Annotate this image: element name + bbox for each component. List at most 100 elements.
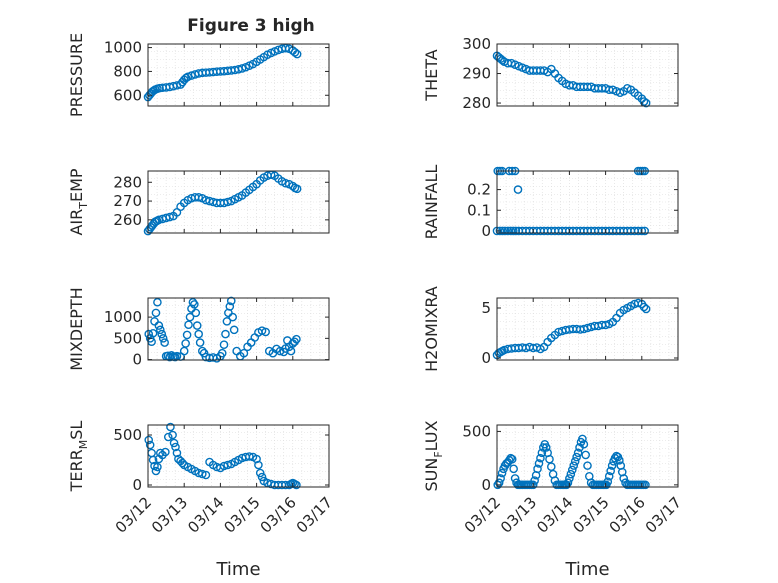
data-point-sun-flux [507,454,517,464]
data-point-sun-flux [528,480,538,490]
data-point-sun-flux [606,466,615,476]
data-point-sun-flux [567,465,577,475]
data-point-rainfall [506,226,516,236]
data-point-air-temp [223,197,232,207]
data-point-mixdepth [158,334,168,343]
y-tick-label: 1000 [104,308,142,326]
ylabel-part: SUN [422,458,441,492]
data-point-h2omixra [633,298,643,308]
data-point-pressure [281,43,290,53]
axes-box-sun-flux [496,424,679,488]
data-point-terr-msl [144,435,154,445]
data-point-sun-flux [565,474,574,483]
data-point-terr-msl [178,458,187,468]
data-point-sun-flux [497,468,507,478]
data-point-mixdepth [188,297,198,307]
data-point-mixdepth [229,325,239,335]
data-point-sun-flux [533,464,542,474]
data-point-terr-msl [166,422,175,432]
data-point-terr-msl [148,455,158,465]
data-point-mixdepth [222,317,232,326]
y-tick-label: 600 [113,86,142,104]
data-point-air-temp [281,178,290,188]
subplot-pressure: 600 800 1000 PRESSURE [67,33,330,117]
axes-box-terr-msl [147,424,330,488]
y-tick-label: 300 [462,35,491,53]
data-point-mixdepth [221,329,230,339]
y-tick-label: 0 [132,476,142,494]
data-point-sun-flux [494,478,504,488]
data-point-mixdepth [197,346,207,356]
data-point-terr-msl [223,460,232,470]
data-point-pressure [181,73,191,83]
data-point-rainfall [640,226,649,236]
x-axis-label: Time [215,559,260,580]
data-point-sun-flux [615,455,624,465]
y-tick-label: 0 [481,222,491,240]
data-point-mixdepth [195,338,205,347]
data-point-theta [639,97,649,106]
data-point-mixdepth [261,327,270,337]
ylabel-part: M [77,440,90,450]
y-tick-label: 260 [113,211,142,229]
ylabel-part: TERR [67,449,86,492]
y-tick-label: 500 [113,426,142,444]
data-point-mixdepth [182,330,192,340]
data-point-terr-msl [153,462,162,472]
data-point-terr-msl [161,447,170,457]
y-axis-label-pressure: PRESSURE [67,33,86,117]
y-tick-label: 5 [481,299,491,317]
data-point-mixdepth [192,321,202,330]
data-point-mixdepth [239,348,249,358]
axes-box-h2omixra [496,297,679,361]
data-point-mixdepth [194,329,203,339]
y-tick-label: 0 [481,476,491,494]
data-point-sun-flux [573,448,583,458]
x-axis-label: Time [564,559,609,580]
data-point-sun-flux [583,461,592,470]
data-point-sun-flux [570,457,580,466]
data-point-rainfall [503,226,513,236]
subplot-rainfall: 0 0.1 0.2 RAINFALL [422,165,679,240]
data-point-mixdepth [144,329,154,339]
y-tick-label: 290 [462,65,491,83]
data-point-terr-msl [252,454,261,464]
data-point-air-temp [288,181,298,191]
data-point-mixdepth [191,308,201,318]
data-point-sun-flux [537,448,547,458]
data-point-mixdepth [286,346,296,356]
y-axis-label-rainfall: RAINFALL [422,165,441,240]
data-point-mixdepth [217,348,227,358]
data-point-terr-msl [169,438,179,448]
data-point-terr-msl [168,430,177,440]
data-point-pressure [237,64,247,73]
data-point-pressure [183,72,193,82]
y-tick-label: 280 [462,94,491,112]
data-point-h2omixra [601,320,610,330]
y-tick-label: 280 [113,173,142,191]
data-point-mixdepth [226,296,236,306]
data-point-sun-flux [572,452,581,462]
y-tick-label: 270 [113,192,142,210]
data-point-sun-flux [579,439,589,449]
axes-box-pressure [147,43,330,107]
subplot-theta: 280 290 300 THETA [422,35,679,112]
y-tick-label: 0.1 [467,201,491,219]
data-point-terr-msl [255,468,265,478]
data-point-mixdepth [185,312,195,322]
data-point-sun-flux [581,450,590,460]
data-point-terr-msl [145,440,155,450]
ylabel-part: EMP [67,168,86,202]
data-point-h2omixra [641,304,651,314]
data-point-sun-flux [534,459,544,468]
data-point-mixdepth [219,340,229,350]
data-point-sun-flux [536,453,545,463]
data-point-terr-msl [156,448,165,458]
y-axis-label-theta: THETA [422,49,441,101]
data-point-rainfall [513,185,523,194]
ylabel-part: F [432,451,445,457]
data-point-sun-flux [569,461,579,470]
axes-box-theta [496,43,679,107]
data-point-sun-flux [530,476,539,485]
